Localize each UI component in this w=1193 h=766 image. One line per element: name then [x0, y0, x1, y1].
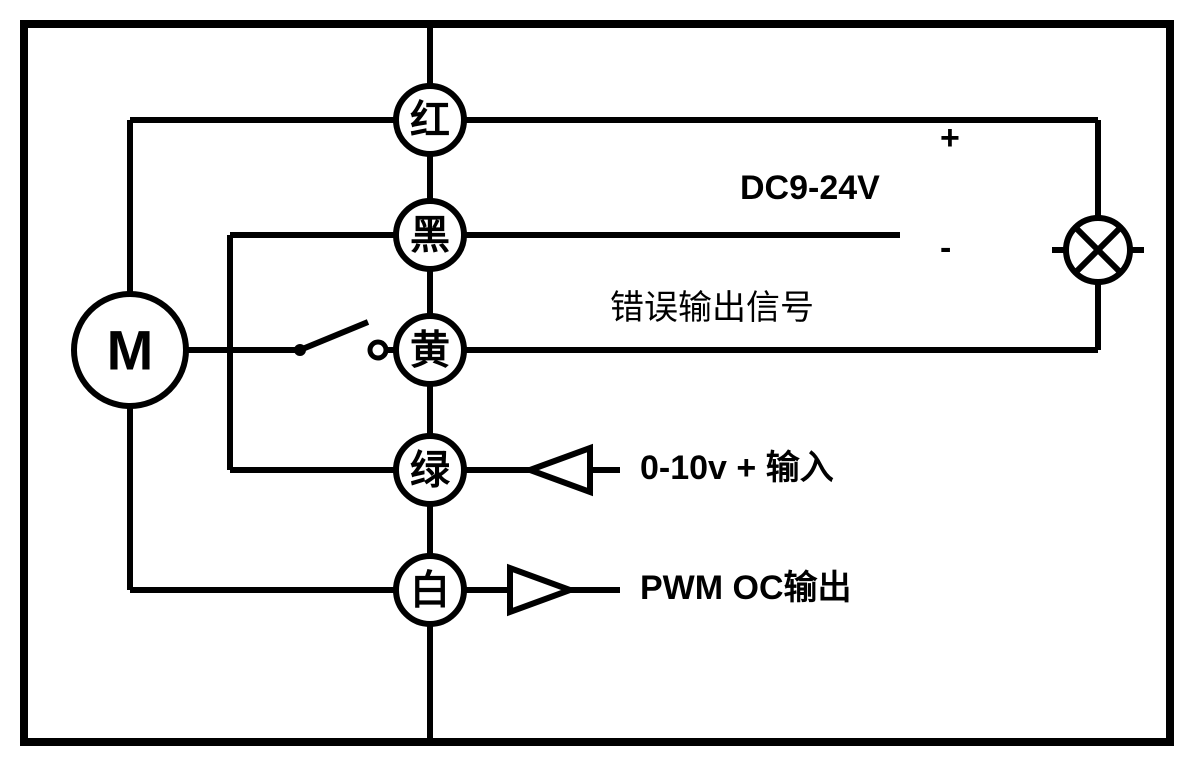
label-dc: DC9-24V: [740, 169, 880, 207]
label-error: 错误输出信号: [610, 289, 814, 327]
node-black-label: 黑: [410, 213, 450, 258]
switch-arm: [300, 322, 368, 350]
node-yellow-label: 黄: [410, 328, 450, 373]
outer-frame: [24, 24, 1170, 742]
switch-contact: [370, 342, 386, 358]
node-white-label: 白: [410, 568, 450, 613]
label-minus: -: [940, 229, 951, 267]
node-green-label: 绿: [410, 448, 451, 493]
node-red-label: 红: [410, 98, 450, 143]
label-pwm: PWM OC输出: [640, 569, 852, 607]
label-v_in: 0-10v + 输入: [640, 449, 834, 487]
arrow-out-icon: [510, 568, 570, 612]
motor-label: M: [107, 319, 154, 382]
arrow-in-icon: [530, 448, 590, 492]
label-plus: +: [940, 119, 960, 157]
